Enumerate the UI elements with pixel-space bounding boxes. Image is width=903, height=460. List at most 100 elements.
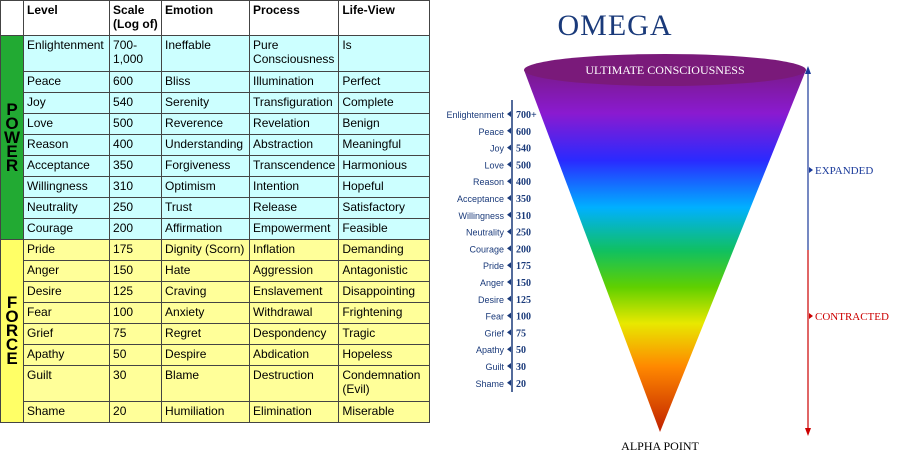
- scale-marker-icon: [507, 245, 511, 252]
- cell-scale: 400: [109, 134, 163, 156]
- consciousness-cone-diagram: OMEGA ULTIMATE CONSCIOUSNESS ALPHA POINT…: [446, 9, 889, 453]
- scale-marker-icon: [507, 379, 511, 386]
- cell-emotion: Dignity (Scorn): [161, 239, 251, 261]
- power-letter: R: [5, 155, 19, 175]
- table-row: Fear 100 Anxiety Withdrawal Frightening: [1, 302, 431, 324]
- scale-level-label: Apathy: [476, 345, 505, 355]
- cell-life-view: Harmonious: [338, 155, 431, 177]
- cell-level: Grief: [23, 323, 111, 345]
- cell-emotion: Optimism: [161, 176, 251, 198]
- scale-marker-icon: [507, 279, 511, 285]
- scale-value-label: 150: [516, 278, 531, 289]
- cell-level: Courage: [23, 218, 111, 240]
- cell-process: Despondency: [249, 323, 340, 345]
- scale-value-label: 600: [516, 127, 531, 138]
- cell-process: Abstraction: [249, 134, 340, 156]
- header-scale: Scale (Log of): [109, 0, 163, 36]
- scale-value-label: 540: [516, 144, 531, 155]
- levels-table: Level Scale (Log of) Emotion Process Lif…: [0, 0, 431, 423]
- scale-level-label: Fear: [485, 312, 504, 322]
- cell-emotion: Hate: [161, 260, 251, 282]
- scale-level-label: Acceptance: [457, 194, 504, 204]
- cell-emotion: Despire: [161, 344, 251, 366]
- force-letter: O: [5, 307, 19, 326]
- cell-scale: 175: [109, 239, 163, 261]
- cell-process: Empowerment: [249, 218, 340, 240]
- header-blank: [0, 0, 25, 36]
- table-row: Acceptance 350 Forgiveness Transcendence Har…: [1, 155, 431, 177]
- cell-life-view: Tragic: [338, 323, 431, 345]
- cell-life-view: Miserable: [338, 401, 431, 423]
- cell-life-view: Complete: [338, 92, 431, 114]
- force-letter: R: [5, 321, 19, 340]
- force-letter: E: [6, 349, 18, 368]
- cell-scale: 200: [109, 218, 163, 240]
- cell-emotion: Reverence: [161, 113, 251, 135]
- cell-scale: 500: [109, 113, 163, 135]
- cell-process: Elimination: [249, 401, 340, 423]
- bottom-label: ALPHA POINT: [621, 439, 699, 453]
- table-row: Grief 75 Regret Despondency Tragic: [1, 323, 431, 345]
- power-letter: W: [4, 127, 21, 147]
- cell-process: Enslavement: [249, 281, 340, 303]
- cell-level: Anger: [23, 260, 111, 282]
- cell-emotion: Blame: [161, 365, 251, 402]
- cell-process: Revelation: [249, 113, 340, 135]
- cell-scale: 350: [109, 155, 163, 177]
- cell-life-view: Meaningful: [338, 134, 431, 156]
- contracted-label: CONTRACTED: [815, 311, 889, 323]
- table-row: Desire 125 Craving Enslavement Disappointing: [1, 281, 431, 303]
- cell-process: Illumination: [249, 71, 340, 93]
- contracted-marker-icon: [809, 313, 813, 319]
- table-row: Reason 400 Understanding Abstraction Meaning…: [1, 134, 431, 156]
- scale-marker-icon: [507, 178, 511, 185]
- scale-value-label: 75: [516, 328, 526, 339]
- top-label: ULTIMATE CONSCIOUSNESS: [585, 63, 744, 77]
- cell-level: Willingness: [23, 176, 111, 198]
- cell-life-view: Demanding: [338, 239, 431, 261]
- cell-process: Transcendence: [249, 155, 340, 177]
- cell-level: Desire: [23, 281, 111, 303]
- scale-level-label: Joy: [490, 144, 505, 154]
- scale-marker-icon: [507, 295, 511, 302]
- cell-scale: 75: [109, 323, 163, 345]
- cell-process: Inflation: [249, 239, 340, 261]
- scale-marker-icon: [507, 111, 511, 117]
- cell-process: Abdication: [249, 344, 340, 366]
- cell-process: Transfiguration: [249, 92, 340, 114]
- cell-level: Reason: [23, 134, 111, 156]
- cell-life-view: Condemnation (Evil): [338, 365, 431, 402]
- scale-value-label: 30: [516, 362, 526, 373]
- cell-scale: 30: [109, 365, 163, 402]
- cell-life-view: Hopeless: [338, 344, 431, 366]
- cell-emotion: Anxiety: [161, 302, 251, 324]
- cell-scale: 125: [109, 281, 163, 303]
- cell-emotion: Ineffable: [161, 35, 251, 72]
- cell-level: Enlightenment: [23, 35, 111, 72]
- cell-scale: 600: [109, 71, 163, 93]
- scale-level-label: Willingness: [458, 211, 504, 221]
- cell-level: Peace: [23, 71, 111, 93]
- table-row: Love 500 Reverence Revelation Benign: [1, 113, 431, 135]
- scale-marker-icon: [507, 228, 511, 235]
- scale-level-label: Guilt: [485, 362, 504, 372]
- cell-life-view: Benign: [338, 113, 431, 135]
- scale-marker-icon: [507, 262, 511, 269]
- power-letter: P: [6, 99, 18, 119]
- cell-life-view: Feasible: [338, 218, 431, 240]
- cell-scale: 150: [109, 260, 163, 282]
- arrow-down-icon: [805, 428, 811, 436]
- header-level: Level: [23, 0, 111, 36]
- cone: [524, 70, 806, 432]
- table-row: Willingness 310 Optimism Intention Hopeful: [1, 176, 431, 198]
- cell-process: Pure Consciousness: [249, 35, 340, 72]
- cell-level: Neutrality: [23, 197, 111, 219]
- scale-value-label: 20: [516, 379, 526, 390]
- scale-marker-icon: [507, 144, 511, 151]
- cell-process: Withdrawal: [249, 302, 340, 324]
- scale-level-label: Reason: [473, 177, 504, 187]
- table-row: Courage 200 Affirmation Empowerment Feasible: [1, 218, 431, 240]
- cell-scale: 250: [109, 197, 163, 219]
